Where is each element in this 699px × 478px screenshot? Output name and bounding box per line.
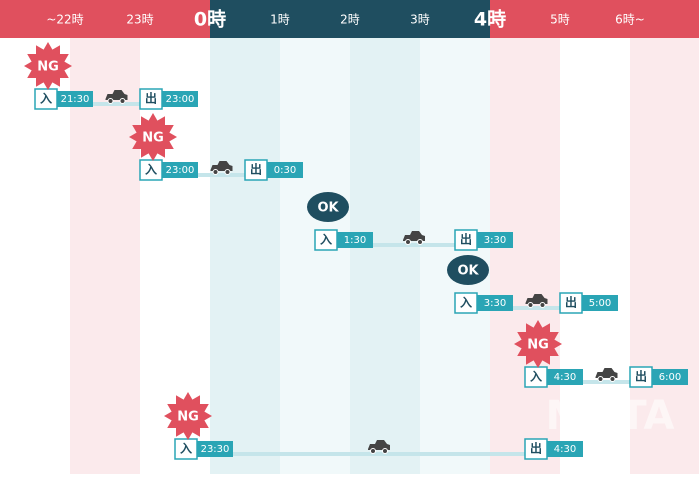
wheel [597, 376, 604, 382]
stay-line [373, 243, 455, 247]
tag-time-box [547, 369, 583, 385]
tag-time-box [197, 441, 233, 457]
tag-label: 出 [145, 91, 157, 106]
car-body [210, 161, 233, 171]
tag-label: 出 [250, 162, 262, 177]
car-body [105, 90, 128, 100]
status-badge [447, 255, 489, 285]
tag-time: 4:30 [554, 444, 576, 455]
tag-label: 入 [530, 370, 542, 384]
tag-time-box [652, 369, 688, 385]
stripe [280, 38, 350, 474]
car-body [403, 231, 425, 241]
car-body [525, 294, 548, 304]
hour-label: 4時 [474, 9, 506, 31]
tag-label: 入 [145, 163, 157, 177]
header-bar [210, 0, 490, 38]
stripe [630, 38, 699, 474]
wheel [212, 169, 219, 175]
status-text: OK [457, 264, 479, 279]
wheel [370, 448, 376, 454]
tag-time-box [477, 232, 513, 248]
tag-time: 5:00 [589, 298, 611, 309]
hour-label: 2時 [340, 13, 360, 27]
car-icon [403, 231, 425, 245]
status-badge [307, 192, 349, 222]
stay-line [583, 380, 630, 384]
hour-label: 23時 [126, 13, 153, 27]
tag-time-box [57, 91, 93, 107]
hour-label: 6時~ [615, 13, 645, 27]
wheel [119, 98, 126, 104]
tag-label: 入 [40, 92, 52, 106]
tag-time: 3:30 [484, 298, 506, 309]
wheel [609, 376, 616, 382]
tag-time: 1:30 [344, 235, 366, 246]
tag-label: 出 [565, 295, 577, 310]
tag-label: 入 [180, 442, 192, 456]
tag-time-box [477, 295, 513, 311]
tag-time: 23:00 [166, 94, 195, 105]
wheel [527, 302, 534, 308]
tag-time-box [162, 162, 198, 178]
hour-label: ~22時 [46, 13, 83, 27]
header-bar [0, 0, 210, 38]
tag-label: 出 [635, 369, 647, 384]
car-icon [105, 90, 128, 104]
tag-time: 3:30 [484, 235, 506, 246]
tag-time-box [547, 441, 583, 457]
wheel [417, 239, 423, 245]
header-bar [490, 0, 699, 38]
tag-time-box [337, 232, 373, 248]
status-badge [129, 113, 177, 161]
stripe [210, 38, 280, 474]
hour-label: 1時 [270, 13, 290, 27]
tag-label: 入 [460, 296, 472, 310]
wheel [382, 448, 388, 454]
tag-time: 23:30 [201, 444, 230, 455]
stripe [490, 38, 560, 474]
tag-label: 出 [460, 232, 472, 247]
wheel [224, 169, 231, 175]
tag-label: 入 [320, 233, 332, 247]
tag-time: 0:30 [274, 165, 296, 176]
stay-line [233, 452, 525, 456]
tag-time-box [582, 295, 618, 311]
hour-label: 5時 [550, 13, 570, 27]
tag-time-box [162, 91, 198, 107]
car-body [368, 440, 390, 450]
status-text: NG [177, 410, 199, 425]
wheel [539, 302, 546, 308]
status-text: OK [317, 201, 339, 216]
tag-time: 6:00 [659, 372, 681, 383]
hour-label: 0時 [194, 9, 226, 31]
wheel [405, 239, 411, 245]
car-icon [368, 440, 390, 454]
car-icon [525, 294, 548, 308]
status-text: NG [527, 338, 549, 353]
status-badge [164, 392, 212, 440]
stripe [70, 38, 140, 474]
tag-label: 出 [530, 441, 542, 456]
stay-line [513, 306, 560, 310]
tag-time: 23:00 [166, 165, 195, 176]
stripe [420, 38, 490, 474]
status-text: NG [37, 60, 59, 75]
car-icon [595, 368, 618, 382]
stay-line [93, 102, 140, 106]
status-badge [514, 320, 562, 368]
car-body [595, 368, 618, 378]
tag-time: 21:30 [61, 94, 90, 105]
status-text: NG [142, 131, 164, 146]
tag-time: 4:30 [554, 372, 576, 383]
stay-line [198, 173, 245, 177]
status-badge [24, 42, 72, 90]
car-icon [210, 161, 233, 175]
watermark: MOTA [546, 393, 675, 439]
tag-time-box [267, 162, 303, 178]
wheel [107, 98, 114, 104]
stripe [350, 38, 420, 474]
hour-label: 3時 [410, 13, 430, 27]
